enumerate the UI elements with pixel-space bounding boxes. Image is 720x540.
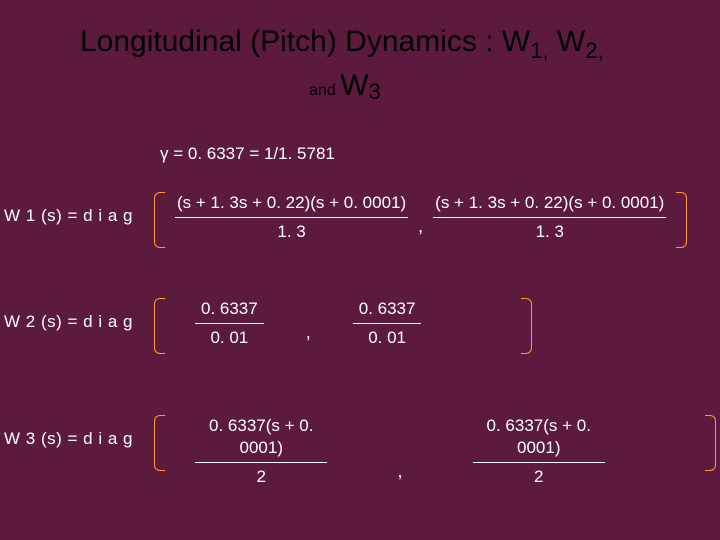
title-prefix: Longitudinal (Pitch) Dynamics : xyxy=(80,25,494,58)
w2-entries: 0. 6337 0. 01 , 0. 6337 0. 01 xyxy=(154,298,532,354)
gamma-line: γ = 0. 6337 = 1/1. 5781 xyxy=(160,144,335,164)
w1-entry1: (s + 1. 3s + 0. 22)(s + 0. 0001) 1. 3 xyxy=(175,192,408,243)
title-W3-sub: 3 xyxy=(369,79,381,104)
w2-entry2-den: 0. 01 xyxy=(353,324,422,349)
w2-label: W 2 (s) = d i a g xyxy=(4,312,133,332)
bracket-left-icon xyxy=(154,415,165,471)
w2-entry1-den: 0. 01 xyxy=(195,324,264,349)
title-and: and xyxy=(309,82,336,99)
w3-entry1: 0. 6337(s + 0. 0001) 2 xyxy=(195,415,327,488)
title-W2-sub: 2, xyxy=(585,38,603,63)
slide-title: Longitudinal (Pitch) Dynamics : W1, W2, … xyxy=(80,22,710,106)
w3-entry1-den: 2 xyxy=(195,463,327,488)
w2-entry2: 0. 6337 0. 01 xyxy=(353,298,422,349)
title-W2-w: W xyxy=(557,25,585,58)
w2-entry2-num: 0. 6337 xyxy=(353,298,422,324)
w1-entry2: (s + 1. 3s + 0. 22)(s + 0. 0001) 1. 3 xyxy=(433,192,666,243)
w3-entry1-num: 0. 6337(s + 0. 0001) xyxy=(195,415,327,463)
w1-entry2-den: 1. 3 xyxy=(433,218,666,243)
w1-entry1-num: (s + 1. 3s + 0. 22)(s + 0. 0001) xyxy=(175,192,408,218)
w3-entry2: 0. 6337(s + 0. 0001) 2 xyxy=(473,415,605,488)
title-W3-w: W xyxy=(340,69,368,102)
w3-entry2-den: 2 xyxy=(473,463,605,488)
bracket-right-icon xyxy=(705,415,716,471)
title-W1-sub: 1, xyxy=(530,38,548,63)
w1-entry2-num: (s + 1. 3s + 0. 22)(s + 0. 0001) xyxy=(433,192,666,218)
w1-label: W 1 (s) = d i a g xyxy=(4,206,133,226)
w1-entries: (s + 1. 3s + 0. 22)(s + 0. 0001) 1. 3 , … xyxy=(154,192,687,248)
slide: Longitudinal (Pitch) Dynamics : W1, W2, … xyxy=(0,0,720,540)
w3-label: W 3 (s) = d i a g xyxy=(4,429,133,449)
w3-entries: 0. 6337(s + 0. 0001) 2 , 0. 6337(s + 0. … xyxy=(154,415,716,488)
separator: , xyxy=(397,461,402,488)
w2-entry1: 0. 6337 0. 01 xyxy=(195,298,264,349)
title-W1-w: W xyxy=(502,25,530,58)
bracket-right-icon xyxy=(676,192,687,248)
w3-entry2-num: 0. 6337(s + 0. 0001) xyxy=(473,415,605,463)
bracket-left-icon xyxy=(154,298,165,354)
w2-entry1-num: 0. 6337 xyxy=(195,298,264,324)
bracket-right-icon xyxy=(521,298,532,354)
separator: , xyxy=(306,322,311,349)
w1-entry1-den: 1. 3 xyxy=(175,218,408,243)
separator: , xyxy=(418,216,423,243)
bracket-left-icon xyxy=(154,192,165,248)
